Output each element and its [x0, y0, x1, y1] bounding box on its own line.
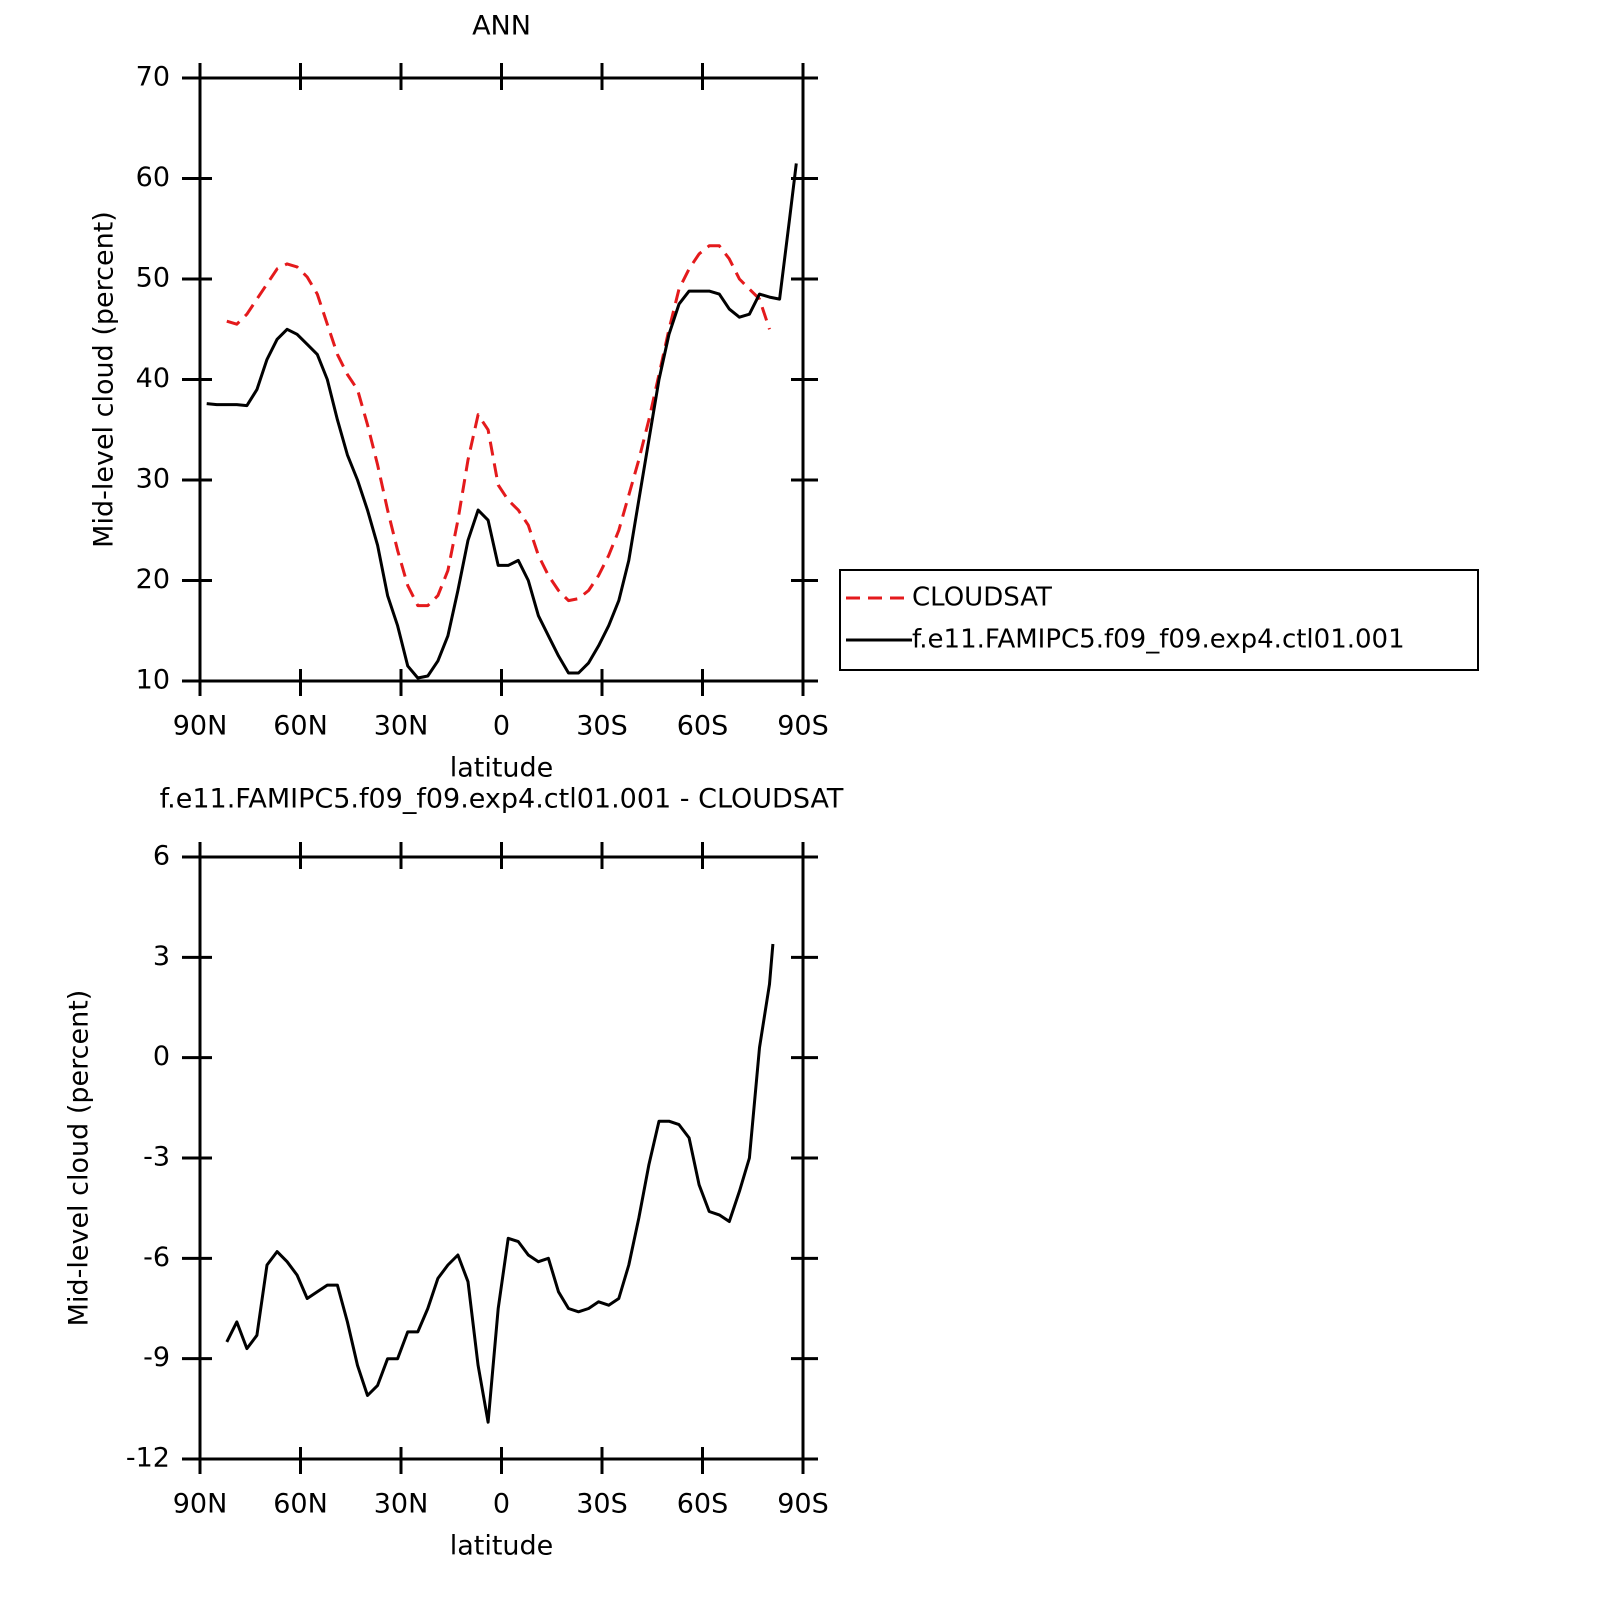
x-tick-label: 90N — [173, 1489, 228, 1520]
y-tick-label: 50 — [136, 263, 170, 294]
y-tick-label: -6 — [143, 1242, 170, 1273]
legend-label: CLOUDSAT — [912, 583, 1052, 613]
y-tick-label: 20 — [136, 564, 170, 595]
y-tick-label: 60 — [136, 162, 170, 193]
x-tick-label: 30N — [374, 1489, 429, 1520]
y-tick-label: -9 — [143, 1342, 170, 1373]
y-tick-label: 3 — [153, 941, 170, 972]
plot-frame — [198, 855, 805, 1461]
x-tick-label: 90S — [777, 1489, 829, 1520]
x-tick-label: 60S — [677, 711, 729, 742]
y-tick-label: 30 — [136, 464, 170, 495]
x-tick-label: 0 — [493, 1489, 510, 1520]
series-line — [226, 244, 771, 608]
y-tick-label: 10 — [136, 665, 170, 696]
x-axis-label: latitude — [450, 1531, 554, 1562]
x-tick-label: 60S — [677, 1489, 729, 1520]
legend-label: f.e11.FAMIPC5.f09_f09.exp4.ctl01.001 — [912, 625, 1405, 655]
x-axis-label: latitude — [450, 753, 554, 784]
series-line — [206, 163, 798, 680]
y-axis-label: Mid-level cloud (percent) — [89, 211, 120, 548]
y-tick-label: 0 — [153, 1041, 170, 1072]
x-tick-label: 60N — [273, 1489, 328, 1520]
x-tick-label: 90S — [777, 711, 829, 742]
plot-frame — [198, 76, 805, 683]
chart-title: f.e11.FAMIPC5.f09_f09.exp4.ctl01.001 - C… — [160, 784, 844, 815]
x-tick-label: 0 — [493, 711, 510, 742]
x-tick-label: 90N — [173, 711, 228, 742]
legend-box — [839, 569, 1479, 671]
x-tick-label: 30S — [576, 1489, 628, 1520]
y-tick-label: 40 — [136, 363, 170, 394]
x-tick-label: 30N — [374, 711, 429, 742]
chart-title: ANN — [472, 11, 531, 42]
y-axis-label: Mid-level cloud (percent) — [64, 990, 95, 1327]
y-tick-label: 6 — [153, 841, 170, 872]
x-tick-label: 60N — [273, 711, 328, 742]
y-tick-label: -12 — [126, 1443, 170, 1474]
series-line — [225, 943, 775, 1424]
x-tick-label: 30S — [576, 711, 628, 742]
y-tick-label: 70 — [136, 62, 170, 93]
y-tick-label: -3 — [143, 1142, 170, 1173]
